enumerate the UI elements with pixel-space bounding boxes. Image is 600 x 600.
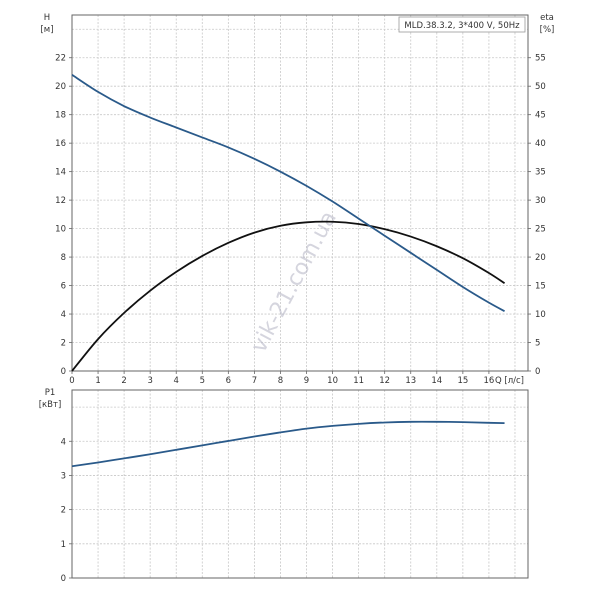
y-left-tick-label: 14 (55, 168, 66, 178)
y-right-tick-label: 45 (535, 111, 546, 121)
legend-box: MLD.38.3.2, 3*400 V, 50Hz (398, 16, 526, 33)
y-right-tick-label: 25 (535, 225, 546, 235)
x-axis-label: Q [л/с] (495, 376, 524, 386)
y-right-tick-label: 35 (535, 168, 546, 178)
x-tick-label: 4 (174, 376, 179, 386)
eta-curve (71, 220, 506, 372)
bottom-plot-frame (71, 389, 529, 579)
y-left-tick-label: 2 (61, 339, 66, 349)
y-right-tick-label: 30 (535, 196, 546, 206)
p1-tick-label: 0 (61, 574, 66, 584)
x-tick-label: 3 (147, 376, 152, 386)
x-tick-label: 0 (69, 376, 74, 386)
p1-tick-label: 3 (61, 471, 66, 481)
y-left-tick-label: 4 (61, 310, 66, 320)
y-right-tick-label: 0 (535, 367, 540, 377)
x-tick-label: 6 (226, 376, 231, 386)
top-plot-frame (71, 14, 529, 372)
head-curve (71, 74, 505, 312)
x-tick-label: 15 (457, 376, 468, 386)
watermark: vik-21.com.ua (247, 207, 342, 357)
y-left-tick-label: 20 (55, 82, 66, 92)
y-left-tick-label: 6 (61, 282, 66, 292)
y-right-label-unit: [%] (540, 25, 555, 35)
y-right-tick-label: 5 (535, 339, 540, 349)
bottom-grid (72, 390, 528, 578)
y-right-tick-label: 20 (535, 253, 546, 263)
x-tick-label: 10 (327, 376, 338, 386)
y-left-label-symbol: H (44, 13, 50, 23)
y-right-tick-label: 55 (535, 54, 546, 64)
top-ticks: 0 1 2 3 4 5 6 7 8 9 10 11 12 13 14 15 160246810121416182… (55, 54, 546, 386)
x-tick-label: 7 (252, 376, 257, 386)
power-chart: 0 1 2 3 4 P1 [кВт] (39, 388, 529, 584)
x-tick-label: 5 (200, 376, 205, 386)
y-left-tick-label: 8 (61, 253, 66, 263)
y-left-tick-label: 22 (55, 54, 66, 64)
p1-tick-label: 1 (61, 540, 66, 550)
x-tick-label: 14 (431, 376, 442, 386)
x-tick-label: 2 (121, 376, 126, 386)
p1-label-unit: [кВт] (39, 400, 62, 410)
y-left-tick-label: 18 (55, 111, 66, 121)
x-tick-label: 16 (484, 376, 495, 386)
head-efficiency-chart: 0 1 2 3 4 5 6 7 8 9 10 11 12 13 14 15 160246810121416182… (40, 13, 554, 386)
y-left-tick-label: 16 (55, 139, 66, 149)
legend-frame (398, 16, 526, 33)
p1-label-symbol: P1 (45, 388, 56, 398)
x-tick-label: 12 (379, 376, 390, 386)
bottom-ticks: 0 1 2 3 4 (61, 437, 72, 584)
x-tick-label: 9 (304, 376, 309, 386)
y-left-tick-label: 0 (61, 367, 66, 377)
x-tick-label: 13 (405, 376, 416, 386)
legend-text: MLD.38.3.2, 3*400 V, 50Hz (404, 21, 520, 31)
power-curve (71, 420, 505, 468)
p1-tick-label: 4 (61, 437, 66, 447)
y-right-tick-label: 50 (535, 82, 546, 92)
x-tick-label: 11 (353, 376, 364, 386)
y-right-tick-label: 10 (535, 310, 546, 320)
x-tick-label: 8 (278, 376, 283, 386)
y-left-tick-label: 12 (55, 196, 66, 206)
y-left-label-unit: [м] (40, 25, 53, 35)
y-left-tick-label: 10 (55, 225, 66, 235)
y-right-label-symbol: eta (540, 13, 554, 23)
y-right-tick-label: 40 (535, 139, 546, 149)
p1-tick-label: 2 (61, 506, 66, 516)
y-right-tick-label: 15 (535, 282, 546, 292)
top-grid (72, 15, 528, 371)
x-tick-label: 1 (95, 376, 100, 386)
